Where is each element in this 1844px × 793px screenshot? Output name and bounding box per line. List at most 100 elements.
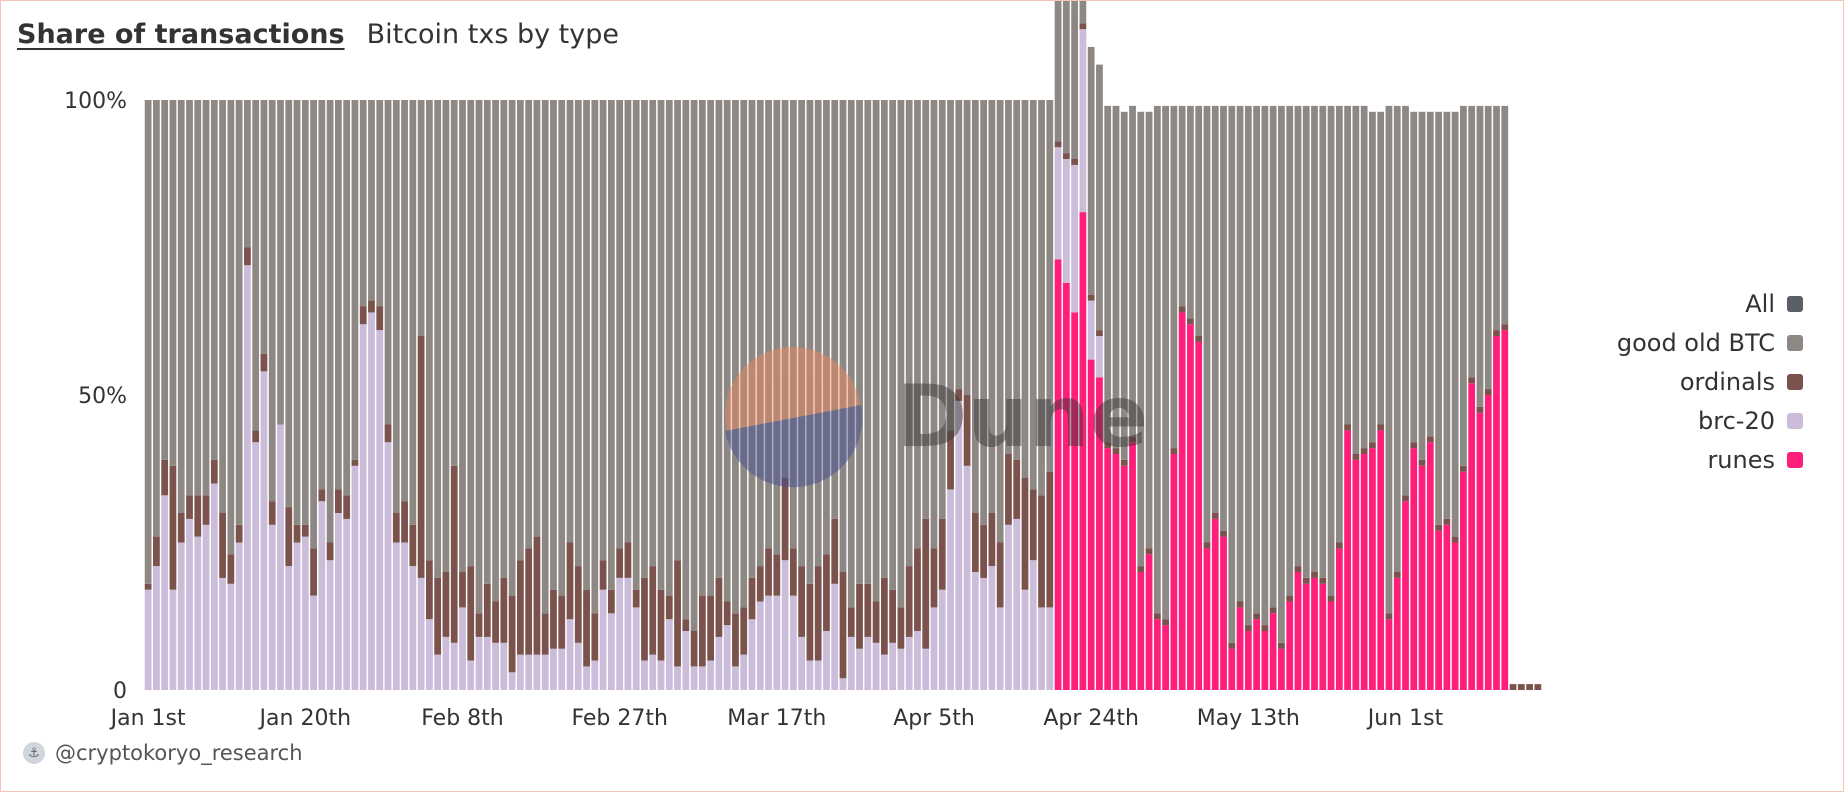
bar-segment-ordinals: [252, 430, 260, 443]
bar-segment-brc-20: [153, 566, 160, 690]
bar-segment-brc-20: [335, 513, 342, 690]
bar-segment-ordinals: [1005, 454, 1012, 525]
bar-segment-ordinals: [541, 613, 549, 655]
bar-segment-good-old-BTC: [914, 100, 921, 549]
bar-segment-good-old-BTC: [1112, 105, 1120, 449]
bar-segment-brc-20: [1062, 159, 1070, 283]
bar-segment-good-old-BTC: [988, 100, 996, 513]
bar-segment-ordinals: [1509, 684, 1517, 690]
legend-item-good-old-btc[interactable]: good old BTC: [1616, 328, 1803, 357]
bar-segment-ordinals: [1377, 424, 1385, 431]
bar-segment-ordinals: [889, 589, 897, 643]
bar-segment-ordinals: [955, 389, 963, 401]
y-tick-label: 0: [113, 679, 127, 704]
bar-segment-good-old-BTC: [384, 100, 392, 425]
bar-segment-runes: [1261, 631, 1269, 690]
bar-segment-brc-20: [690, 666, 698, 690]
legend-item-brc-20[interactable]: brc-20: [1698, 407, 1803, 435]
bar-segment-runes: [1393, 577, 1401, 690]
bar-segment-ordinals: [384, 424, 392, 443]
bar-segment-ordinals: [1054, 141, 1062, 148]
bar-segment-good-old-BTC: [450, 100, 458, 466]
bar-segment-good-old-BTC: [1435, 111, 1442, 525]
bar-segment-good-old-BTC: [1327, 105, 1335, 596]
bar-segment-good-old-BTC: [1269, 105, 1277, 608]
bar-segment-good-old-BTC: [624, 100, 632, 543]
chart-title-tab[interactable]: Share of transactions: [17, 19, 345, 50]
bar-segment-ordinals: [1170, 448, 1178, 454]
bar-segment-brc-20: [566, 619, 574, 690]
bar-segment-ordinals: [1253, 613, 1260, 620]
bar-segment-runes: [1286, 601, 1294, 690]
bar-segment-brc-20: [715, 636, 723, 690]
bar-segment-ordinals: [1460, 465, 1467, 472]
bar-segment-good-old-BTC: [856, 100, 863, 584]
bar-segment-ordinals: [459, 572, 466, 608]
bar-segment-ordinals: [591, 613, 599, 661]
bar-segment-runes: [1460, 471, 1467, 690]
bar-segment-good-old-BTC: [268, 100, 276, 502]
bar-segment-brc-20: [1054, 147, 1062, 260]
bar-segment-good-old-BTC: [1137, 111, 1145, 567]
bar-segment-good-old-BTC: [475, 100, 483, 614]
bar-segment-brc-20: [426, 619, 433, 690]
bar-segment-good-old-BTC: [1476, 105, 1484, 407]
bar-segment-ordinals: [1534, 684, 1542, 690]
bar-segment-good-old-BTC: [1335, 105, 1343, 543]
bar-segment-good-old-BTC: [558, 100, 566, 596]
bar-segment-ordinals: [335, 489, 342, 513]
bar-segment-good-old-BTC: [1402, 105, 1409, 496]
bar-segment-brc-20: [980, 577, 988, 690]
bar-segment-brc-20: [1087, 300, 1095, 360]
bar-segment-good-old-BTC: [500, 100, 508, 578]
bar-segment-ordinals: [244, 247, 251, 266]
bar-segment-ordinals: [235, 524, 243, 543]
dune-logo-icon: [725, 347, 861, 483]
bar-segment-ordinals: [856, 583, 863, 649]
bar-segment-brc-20: [698, 666, 706, 690]
bar-segment-good-old-BTC: [781, 100, 789, 478]
bar-segment-ordinals: [227, 554, 235, 584]
bar-segment-good-old-BTC: [252, 100, 260, 431]
legend-item-runes[interactable]: runes: [1707, 446, 1803, 474]
bar-segment-runes: [1501, 330, 1509, 690]
bar-segment-brc-20: [351, 465, 359, 690]
bar-segment-good-old-BTC: [657, 100, 665, 590]
bar-segment-runes: [1269, 613, 1277, 690]
bar-segment-runes: [1426, 442, 1434, 690]
bar-segment-brc-20: [616, 577, 624, 690]
bar-segment-good-old-BTC: [1360, 105, 1368, 449]
bar-segment-good-old-BTC: [1460, 105, 1467, 466]
legend-item-all[interactable]: All: [1745, 290, 1803, 318]
bar-segment-brc-20: [955, 400, 963, 690]
x-tick-label: Mar 17th: [727, 706, 826, 731]
bar-segment-good-old-BTC: [1451, 111, 1459, 537]
bar-segment-ordinals: [1418, 459, 1426, 466]
bar-segment-good-old-BTC: [1071, 1, 1079, 160]
bar-segment-good-old-BTC: [616, 100, 624, 549]
bar-segment-ordinals: [806, 583, 814, 661]
bar-segment-good-old-BTC: [1261, 105, 1269, 626]
bar-segment-good-old-BTC: [1178, 105, 1186, 307]
bar-segment-good-old-BTC: [607, 100, 615, 590]
bar-segment-brc-20: [417, 577, 425, 690]
bar-segment-ordinals: [310, 548, 317, 596]
author-handle[interactable]: @cryptokoryo_research: [55, 741, 303, 765]
bar-segment-good-old-BTC: [467, 100, 475, 567]
bar-segment-runes: [1377, 430, 1385, 690]
bar-segment-brc-20: [707, 660, 715, 690]
bar-segment-good-old-BTC: [1286, 105, 1294, 596]
x-tick-label: Jun 1st: [1366, 706, 1444, 731]
bar-segment-good-old-BTC: [748, 100, 756, 578]
bar-segment-runes: [1468, 383, 1476, 690]
bars-group: [144, 1, 1542, 690]
bar-segment-good-old-BTC: [789, 100, 797, 549]
bar-segment-ordinals: [897, 607, 905, 649]
legend-label: good old BTC: [1616, 328, 1775, 357]
bar-segment-brc-20: [806, 660, 814, 690]
bar-segment-ordinals: [1079, 23, 1087, 30]
bar-segment-brc-20: [401, 542, 408, 690]
legend-item-ordinals[interactable]: ordinals: [1680, 368, 1803, 396]
bar-segment-brc-20: [359, 324, 367, 690]
bar-segment-ordinals: [798, 566, 806, 637]
